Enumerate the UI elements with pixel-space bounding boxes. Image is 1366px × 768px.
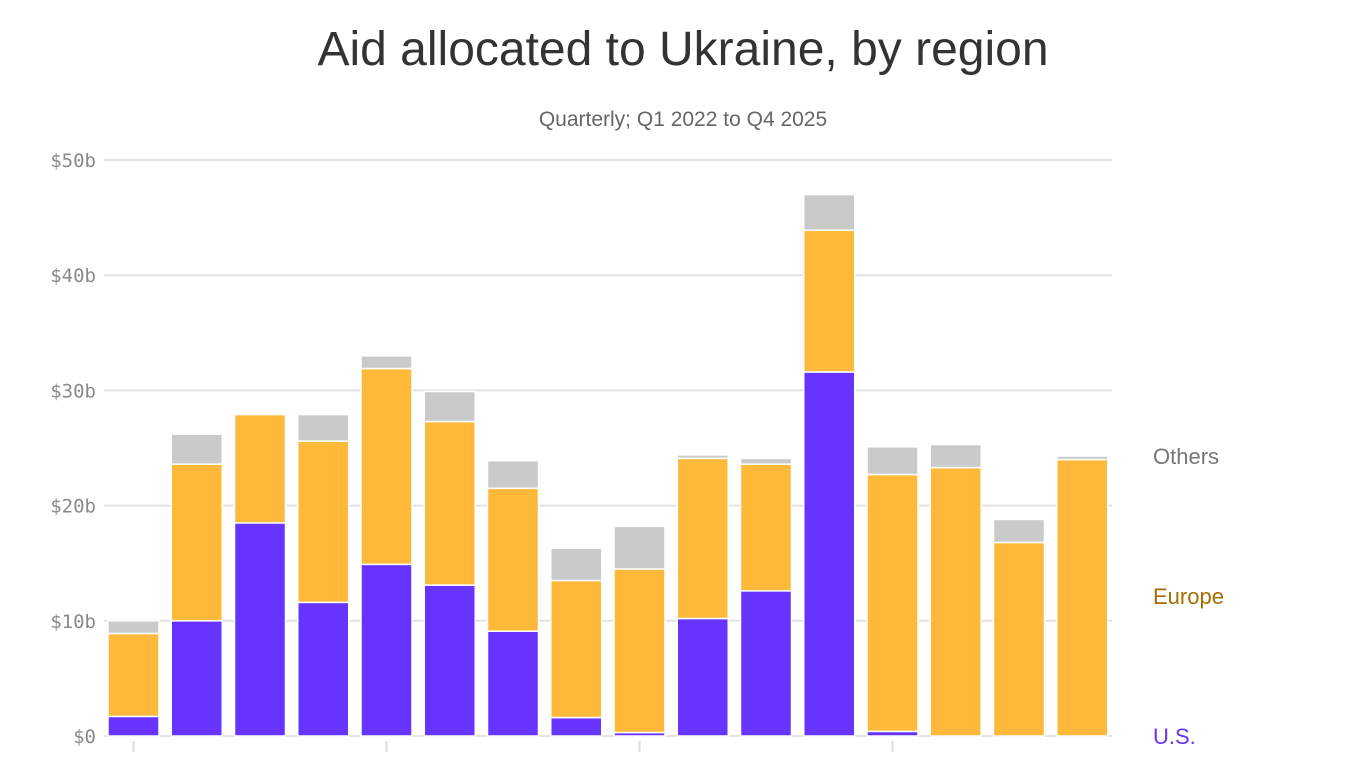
bar-us-segment: [297, 601, 350, 737]
bar-europe-segment: [550, 579, 603, 719]
bar-others-segment: [992, 518, 1046, 544]
bar-us-segment: [486, 630, 540, 737]
bar-europe-segment: [676, 457, 729, 620]
bar-others-segment: [929, 443, 982, 469]
bar-others-segment: [803, 193, 856, 232]
legend-label-us: U.S.: [1153, 724, 1196, 749]
bar-us-segment: [550, 716, 603, 737]
y-tick-label: $30b: [50, 380, 96, 402]
bar-europe-segment: [423, 420, 476, 586]
bar-europe-segment: [1056, 458, 1109, 737]
bar-others-segment: [1056, 455, 1109, 461]
bar-others-segment: [360, 355, 413, 370]
bar-europe-segment: [739, 463, 793, 592]
y-tick-label: $50b: [50, 150, 96, 172]
bar-others-segment: [107, 620, 160, 635]
chart-title: Aid allocated to Ukraine, by region: [317, 23, 1049, 76]
legend-label-europe: Europe: [1153, 584, 1224, 609]
bar-europe-segment: [360, 367, 413, 566]
bar-others-segment: [486, 459, 540, 490]
bar-us-segment: [360, 563, 413, 737]
bar-us-segment: [170, 620, 223, 737]
bar-europe-segment: [170, 463, 223, 622]
bar-others-segment: [739, 457, 793, 465]
y-tick-label: $0: [73, 726, 96, 748]
bar-others-segment: [866, 446, 919, 476]
y-tick-label: $40b: [50, 265, 96, 287]
bar-us-segment: [233, 522, 287, 737]
y-tick-label: $10b: [50, 611, 96, 633]
bar-others-segment: [676, 454, 729, 460]
legend-label-others: Others: [1153, 444, 1219, 469]
bar-us-segment: [803, 371, 856, 737]
bar-europe-segment: [107, 632, 160, 718]
bar-europe-segment: [929, 466, 982, 737]
bar-europe-segment: [866, 473, 919, 733]
bar-europe-segment: [992, 541, 1046, 737]
chart-subtitle: Quarterly; Q1 2022 to Q4 2025: [538, 108, 828, 131]
y-tick-label: $20b: [50, 496, 96, 518]
bar-others-segment: [423, 390, 476, 423]
bar-us-segment: [423, 584, 476, 737]
bar-others-segment: [613, 525, 666, 570]
bar-europe-segment: [297, 440, 350, 604]
bar-europe-segment: [803, 229, 856, 373]
bar-others-segment: [550, 547, 603, 582]
bar-us-segment: [107, 715, 160, 737]
bar-europe-segment: [613, 568, 666, 734]
bar-europe-segment: [233, 413, 287, 524]
bar-us-segment: [739, 590, 793, 737]
bar-us-segment: [676, 617, 729, 737]
bar-europe-segment: [486, 487, 540, 632]
bar-others-segment: [297, 413, 350, 442]
bar-others-segment: [170, 433, 223, 465]
